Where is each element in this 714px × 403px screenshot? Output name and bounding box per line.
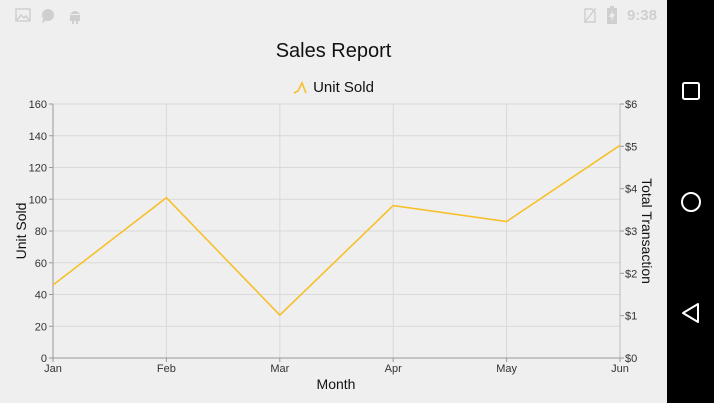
y-axis-ticks: 0 20 40 60 80 100 120 140 160 [29,99,53,365]
y-tick-label: 80 [35,226,47,238]
y-tick-label: 0 [41,353,47,365]
chat-bubble-icon [42,9,54,23]
x-tick-label: May [496,363,517,375]
line-chart: 0 20 40 60 80 100 120 140 160 $0 $1 $2 $3 $4 $5 $6 Jan… [13,99,655,392]
x-tick-label: Jan [44,363,62,375]
android-icon [70,11,80,24]
x-axis-ticks: Jan Feb Mar Apr May Jun [44,358,629,375]
y-tick-label: 160 [29,99,47,111]
x-tick-label: Mar [270,363,289,375]
y2-tick-label: $6 [625,99,637,111]
recent-apps-button[interactable] [675,75,707,107]
y2-axis-ticks: $0 $1 $2 $3 $4 $5 $6 [620,99,637,365]
status-bar: 9:38 [0,0,667,32]
status-time: 9:38 [626,7,657,24]
y-tick-label: 60 [35,258,47,270]
series-line-unit-sold [52,144,621,317]
y-axis-label: Unit Sold [13,203,29,260]
x-tick-label: Feb [157,363,176,375]
image-icon [15,8,31,22]
home-button[interactable] [675,186,707,218]
chart-grid [52,103,621,359]
chart-title: Sales Report [275,40,392,62]
chart-series [52,144,621,317]
no-sim-icon [584,8,596,23]
y-tick-label: 120 [29,163,47,175]
navigation-bar [667,0,714,403]
x-tick-label: Jun [611,363,629,375]
y-tick-label: 140 [29,131,47,143]
x-tick-label: Apr [385,363,402,375]
y2-tick-label: $0 [625,353,637,365]
y-tick-label: 20 [35,321,47,333]
back-button[interactable] [675,297,707,329]
chart-legend[interactable]: Unit Sold [0,79,667,96]
y2-tick-label: $1 [625,311,637,323]
battery-charging-icon [607,6,617,24]
y2-tick-label: $4 [625,184,637,196]
y2-tick-label: $2 [625,268,637,280]
y-tick-label: 100 [29,194,47,206]
y2-axis-label: Total Transaction [639,178,655,284]
legend-label-unit-sold: Unit Sold [313,79,374,96]
y2-tick-label: $5 [625,141,637,153]
app-screen: 9:38 Sales Report Unit Sold 0 20 40 60 80 100… [0,0,667,403]
x-axis-label: Month [317,376,356,392]
y2-tick-label: $3 [625,226,637,238]
y-tick-label: 40 [35,290,47,302]
legend-line-icon [293,80,307,94]
